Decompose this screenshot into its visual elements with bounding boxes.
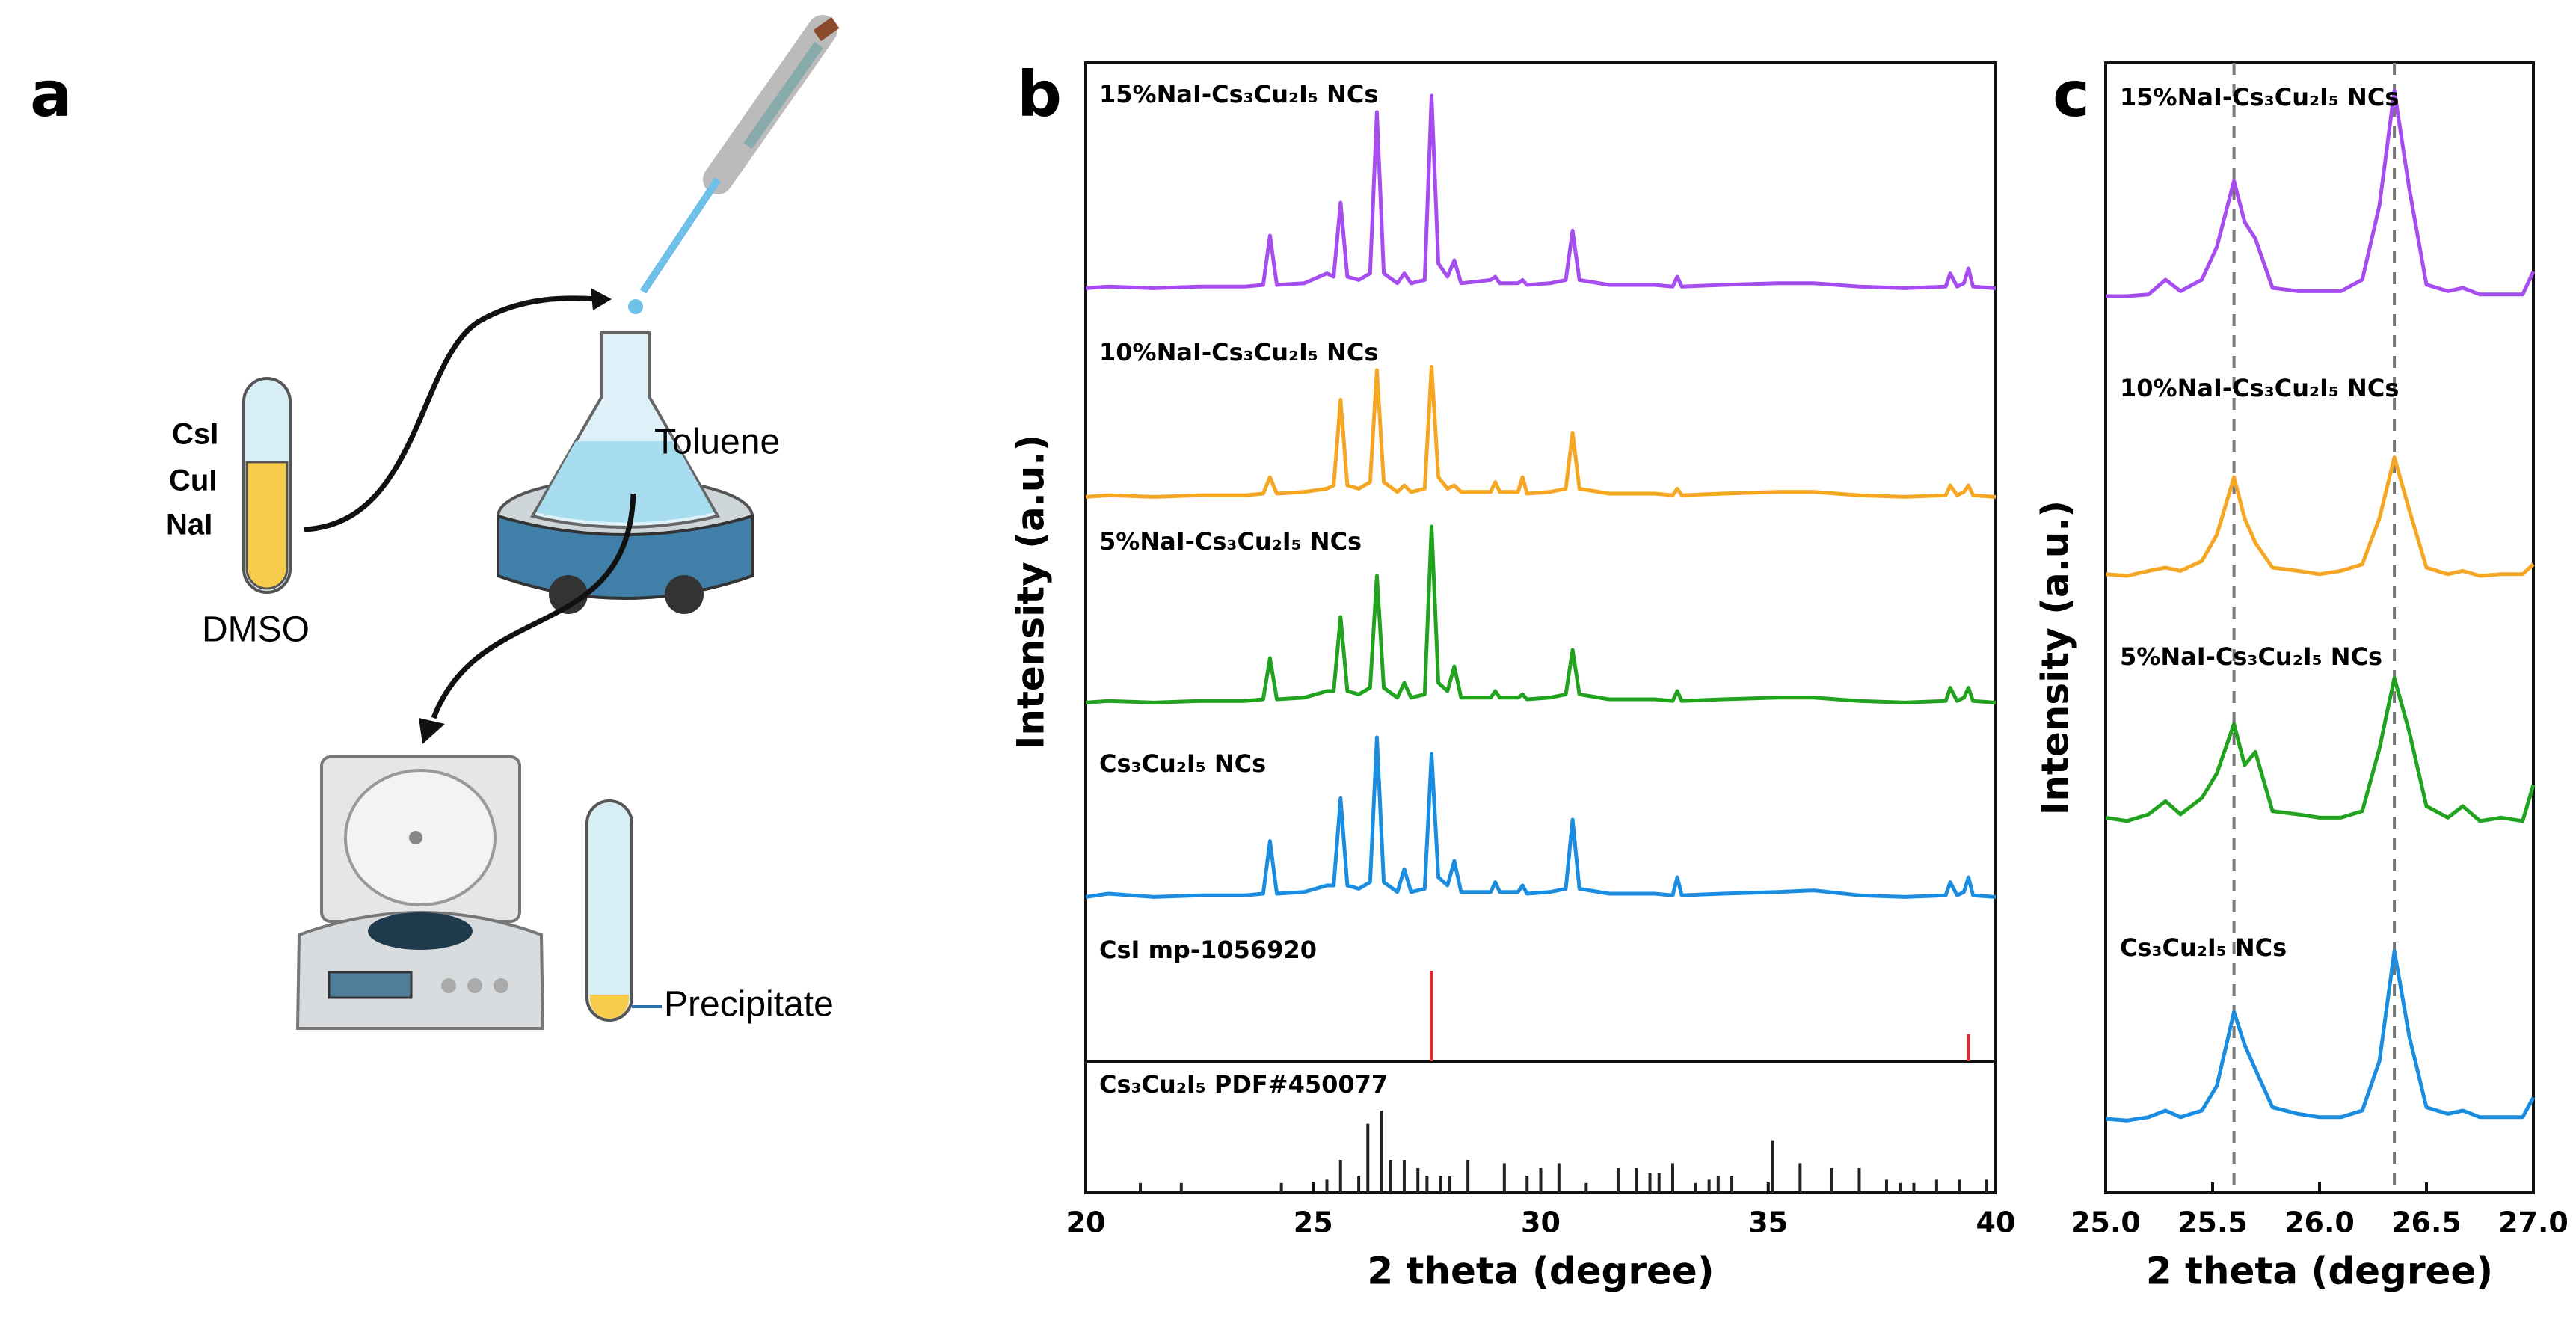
series-label: Cs₃Cu₂I₅ NCs: [1099, 749, 1266, 778]
pattern-line: [1085, 735, 1996, 899]
test-tube: [585, 799, 633, 1022]
pipette: [628, 15, 840, 314]
precipitate: [590, 995, 629, 1019]
reagent-label: CuI: [169, 464, 217, 497]
solution: [245, 461, 289, 590]
y-axis-title: Intensity (a.u.): [2034, 500, 2077, 815]
x-tick-label: 25: [1294, 1206, 1333, 1239]
x-tick-label: 25.0: [2071, 1206, 2141, 1239]
x-tick-label: 30: [1521, 1206, 1561, 1239]
schematic: CsI CuI NaI DMSO Toluene: [166, 15, 840, 1030]
pattern-line: [2105, 675, 2536, 823]
series-label: 15%NaI-Cs₃Cu₂I₅ NCs: [1099, 80, 1378, 108]
y-axis-title: Intensity (a.u.): [1009, 435, 1053, 749]
series-label: Cs₃Cu₂I₅ NCs: [2120, 933, 2287, 962]
pattern-line: [2106, 88, 2536, 298]
reagent-label: NaI: [166, 509, 212, 541]
arrow-head: [419, 718, 445, 744]
x-tick-label: 27.0: [2498, 1206, 2569, 1239]
x-tick-label: 25.5: [2177, 1206, 2248, 1239]
antisolvent-label: Toluene: [654, 423, 780, 462]
pattern-line: [1085, 365, 1996, 499]
centrifuge: [295, 755, 545, 1030]
x-tick-label: 35: [1748, 1206, 1788, 1239]
solvent-label: DMSO: [202, 610, 310, 650]
series-label: 5%NaI-Cs₃Cu₂I₅ NCs: [2120, 642, 2382, 671]
panel-letter: a: [30, 58, 73, 131]
reference-label: Cs₃Cu₂I₅ PDF#450077: [1099, 1070, 1388, 1099]
panel-letter: b: [1017, 58, 1062, 131]
arrow-head: [591, 288, 612, 310]
pattern-line: [2105, 455, 2535, 578]
x-tick-label: 26.5: [2391, 1206, 2462, 1239]
arrow: [304, 295, 599, 532]
reagent-label: CsI: [172, 418, 218, 451]
x-tick-label: 40: [1976, 1206, 2016, 1239]
series-label: 5%NaI-Cs₃Cu₂I₅ NCs: [1099, 527, 1362, 556]
series-label: 10%NaI-Cs₃Cu₂I₅ NCs: [2120, 374, 2399, 402]
panel-letter: c: [2053, 58, 2090, 131]
x-tick-label: 20: [1066, 1206, 1106, 1239]
reference-label: CsI mp-1056920: [1099, 936, 1317, 964]
arrow: [431, 493, 636, 719]
plot-frame: [1084, 61, 1997, 1194]
series-label: 10%NaI-Cs₃Cu₂I₅ NCs: [1099, 338, 1378, 366]
pattern-line: [2105, 949, 2536, 1123]
pattern-line: [1085, 524, 1996, 704]
x-axis-title: 2 theta (degree): [2146, 1250, 2493, 1293]
product-label: Precipitate: [664, 985, 834, 1025]
flask-liquid: [536, 441, 714, 523]
x-axis-title: 2 theta (degree): [1367, 1250, 1714, 1293]
pattern-line: [1085, 93, 1996, 290]
series-label: 15%NaI-Cs₃Cu₂I₅ NCs: [2120, 83, 2399, 111]
plot-frame: [2104, 61, 2535, 1194]
x-tick-label: 26.0: [2284, 1206, 2355, 1239]
